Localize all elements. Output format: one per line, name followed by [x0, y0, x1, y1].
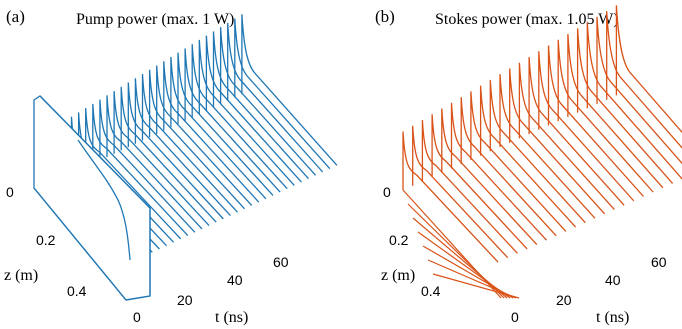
t-tick-a-0: 0: [133, 309, 141, 325]
series-line-lines-b-12: [518, 62, 615, 211]
series-line-lines-b-8: [479, 85, 577, 228]
stokes-base-line-2: [412, 217, 508, 299]
z-tick-a-1: 0.2: [36, 232, 56, 248]
z-axis-label-b: z (m): [381, 267, 415, 284]
series-line-lines-b-10: [499, 74, 596, 219]
series-line-lines-b-19: [586, 22, 682, 180]
t-tick-a-2: 40: [227, 272, 243, 288]
series-line-lines-a-29: [241, 14, 338, 166]
stokes-power-chart: (b) Stokes power (max. 1.05 W) 0 0.2 0.4…: [375, 5, 682, 326]
series-line-lines-b-16: [557, 39, 654, 193]
t-tick-b-0: 0: [511, 309, 519, 325]
t-tick-a-3: 60: [273, 254, 289, 270]
pump-slab-edge: [39, 95, 151, 301]
series-line-lines-a-8: [92, 103, 189, 237]
series-line-lines-a-25: [212, 31, 309, 180]
z-tick-a-0: 0: [6, 184, 14, 200]
series-line-lines-a-11: [113, 91, 210, 227]
z-tick-b-1: 0.2: [389, 232, 409, 248]
series-line-lines-b-2: [421, 119, 518, 254]
series-line-lines-b-7: [470, 91, 567, 232]
z-tick-b-0: 0: [383, 184, 391, 200]
series-line-lines-a-26: [219, 27, 317, 176]
series-line-lines-a-15: [141, 73, 238, 213]
series-line-lines-b-21: [606, 11, 682, 149]
t-axis-label-b: t (ns): [596, 309, 629, 326]
pump-slab: [33, 95, 151, 301]
series-line-lines-a-14: [134, 78, 231, 216]
series-line-lines-a-7: [85, 108, 182, 240]
series-line-lines-a-18: [163, 61, 260, 203]
chart-title-a: Pump power (max. 1 W): [76, 11, 234, 28]
series-line-lines-b-22: [615, 5, 682, 134]
series-line-lines-b-1: [412, 125, 509, 259]
chart-title-b: Stokes power (max. 1.05 W): [435, 11, 619, 28]
series-line-lines-b-14: [538, 51, 635, 202]
series-line-lines-a-12: [120, 86, 217, 223]
series-line-lines-b-20: [596, 16, 682, 165]
t-tick-b-1: 20: [556, 292, 572, 308]
series-line-lines-b-11: [509, 68, 606, 215]
series-line-lines-a-13: [127, 82, 224, 220]
t-tick-b-2: 40: [605, 272, 621, 288]
series-line-lines-b-18: [576, 28, 674, 184]
series-line-lines-a-24: [205, 35, 302, 183]
initial-pump-pulse: [33, 95, 151, 301]
series-line-lines-b-17: [567, 34, 664, 189]
series-line-lines-b-13: [528, 56, 625, 206]
series-line-lines-a-19: [170, 56, 267, 200]
panel-label-a: (a): [6, 7, 25, 26]
series-line-lines-a-28: [234, 18, 331, 170]
series-line-lines-b-0: [402, 131, 499, 263]
series-line-lines-a-22: [191, 44, 288, 190]
series-line-lines-b-9: [489, 79, 586, 224]
pump-slab-base: [33, 187, 127, 301]
series-line-lines-a-21: [184, 48, 281, 193]
series-line-lines-a-23: [198, 39, 295, 186]
stokes-base-line-0: [402, 189, 502, 299]
series-line-lines-a-9: [99, 99, 196, 233]
series-line-lines-a-20: [177, 52, 274, 196]
z-axis-label-a: z (m): [4, 267, 38, 284]
series-line-lines-b-5: [450, 102, 547, 241]
t-axis-label-a: t (ns): [215, 309, 248, 326]
series-line-lines-b-6: [460, 97, 557, 237]
stokes-base-line-1: [407, 203, 505, 299]
t-tick-b-3: 60: [651, 254, 667, 270]
z-tick-b-2: 0.4: [421, 283, 441, 299]
series-group-b: [402, 5, 682, 299]
pump-power-chart: (a) Pump power (max. 1 W) 0 0.2 0.4 z (m…: [4, 7, 338, 326]
series-line-lines-b-3: [431, 114, 528, 250]
series-line-lines-b-15: [547, 45, 644, 197]
series-line-lines-a-10: [106, 95, 203, 230]
series-line-lines-a-16: [148, 69, 246, 210]
z-tick-a-2: 0.4: [67, 283, 87, 299]
series-line-lines-b-4: [441, 108, 538, 246]
panel-label-b: (b): [375, 7, 395, 26]
t-tick-a-1: 20: [177, 292, 193, 308]
series-line-lines-a-27: [227, 22, 324, 173]
pump-depletion-curve: [77, 139, 131, 261]
series-line-lines-a-17: [156, 65, 253, 206]
